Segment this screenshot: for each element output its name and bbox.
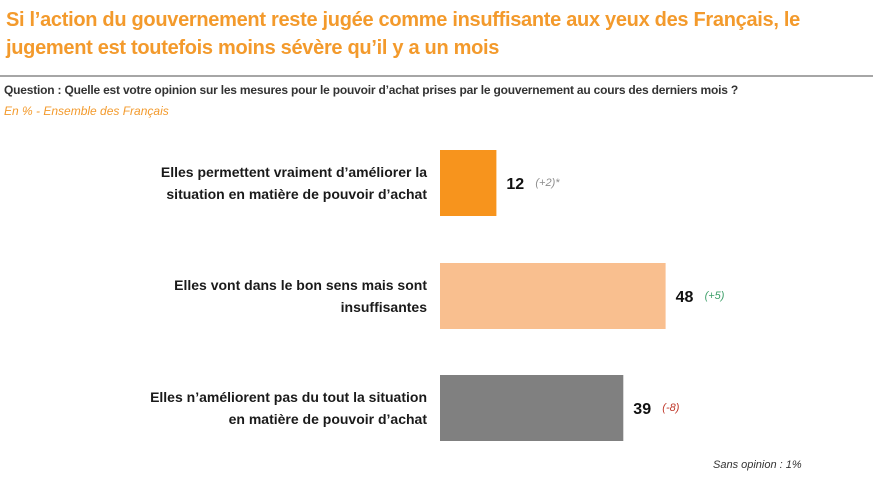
value-label: 39 — [633, 401, 651, 418]
bar — [440, 150, 497, 216]
change-label: (+5) — [705, 290, 725, 302]
category-label: insuffisantes — [341, 299, 428, 315]
question-text: Question : Quelle est votre opinion sur … — [4, 83, 739, 97]
bar — [440, 263, 666, 329]
divider — [0, 75, 873, 77]
page-title: Si l’action du gouvernement reste jugée … — [6, 9, 800, 59]
bar — [440, 375, 624, 441]
value-label: 12 — [506, 176, 524, 193]
category-label: Elles n’améliorent pas du tout la situat… — [150, 389, 427, 405]
change-label: (-8) — [662, 402, 679, 414]
subtitle: En % - Ensemble des Français — [4, 104, 169, 118]
category-label: Elles permettent vraiment d’améliorer la — [161, 164, 427, 180]
no-opinion-note: Sans opinion : 1% — [713, 459, 802, 471]
category-label: en matière de pouvoir d’achat — [229, 411, 428, 427]
category-label: Elles vont dans le bon sens mais sont — [174, 277, 427, 293]
category-label: situation en matière de pouvoir d’achat — [166, 186, 427, 202]
value-label: 48 — [676, 289, 694, 306]
change-label: (+2)* — [535, 177, 560, 189]
